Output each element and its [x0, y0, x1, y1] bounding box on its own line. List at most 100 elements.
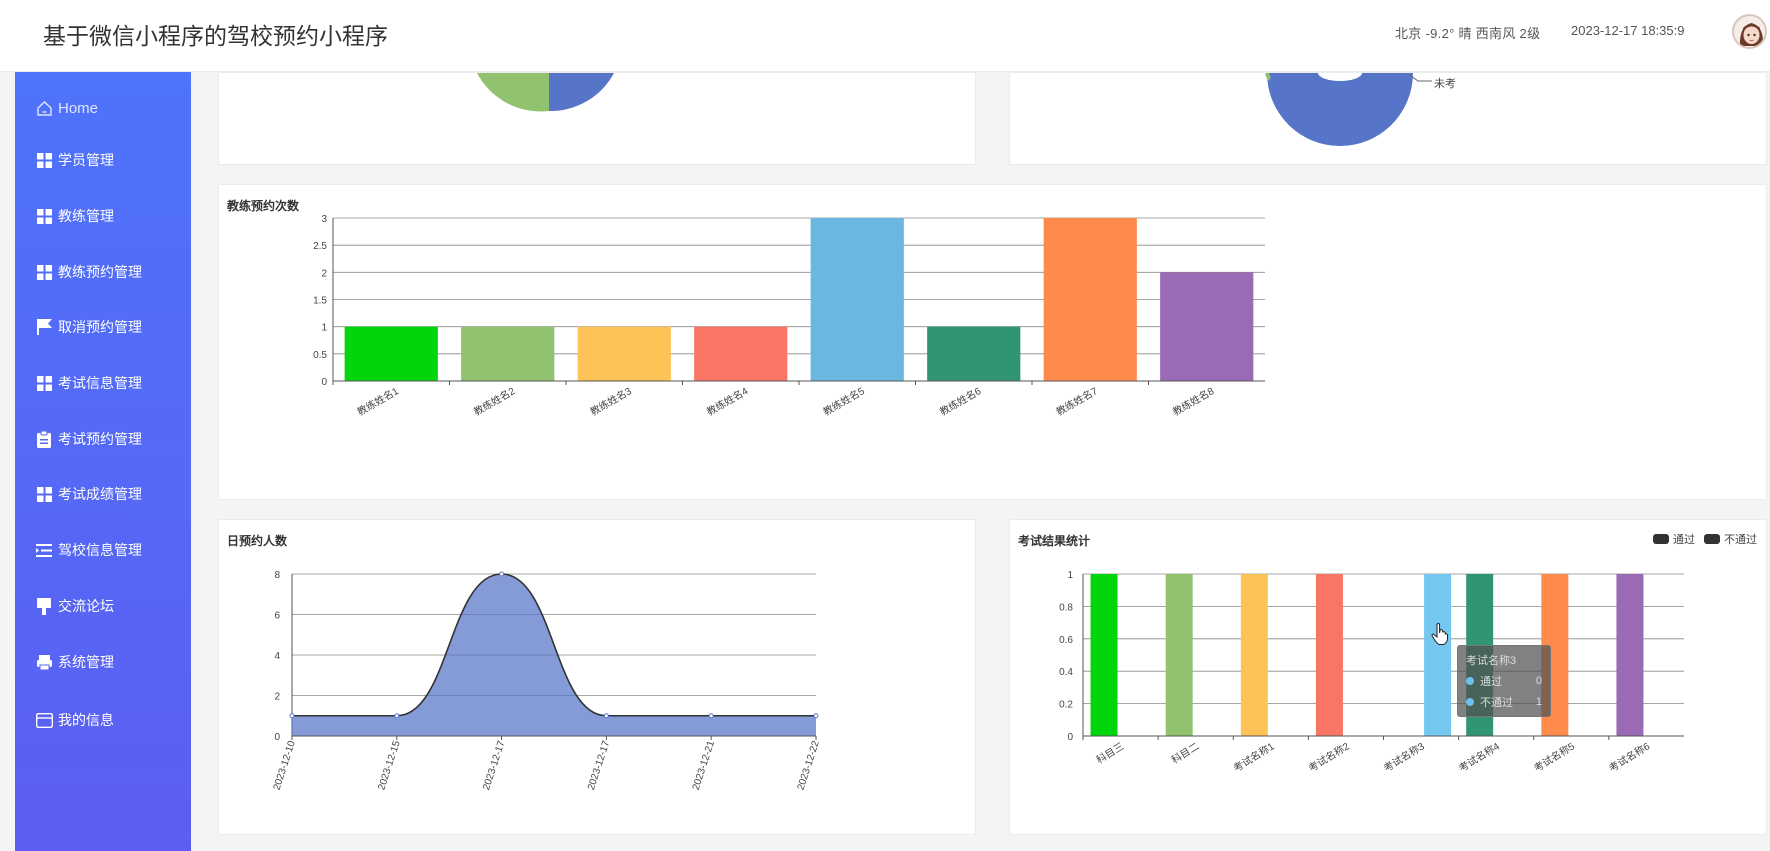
y-tick-label: 0.8 — [1059, 602, 1073, 613]
sidebar-item-exam-booking[interactable]: 考试预约管理 — [35, 429, 142, 449]
x-tick-label: 考试名称3 — [1381, 739, 1427, 774]
chart-title: 考试结果统计 — [1018, 534, 1091, 548]
data-point — [394, 713, 400, 719]
clipboard-icon — [35, 430, 53, 448]
pie-label: 未考 — [1434, 78, 1456, 90]
y-tick-label: 1 — [321, 323, 327, 334]
legend-swatch — [1704, 534, 1720, 544]
grid-icon — [35, 151, 53, 169]
sidebar-item-label: Home — [58, 99, 99, 117]
x-tick-label: 2023-12-17 — [586, 739, 612, 791]
tooltip-title: 考试名称3 — [1466, 655, 1517, 667]
pie-slice — [477, 73, 549, 112]
sidebar-item-exam-info[interactable]: 考试信息管理 — [35, 373, 142, 393]
bar-fail — [1424, 574, 1452, 736]
x-tick-label: 教练姓名5 — [821, 384, 867, 418]
data-point — [708, 713, 714, 719]
data-point — [813, 713, 819, 719]
sidebar-item-school-info[interactable]: 驾校信息管理 — [35, 540, 142, 560]
x-tick-label: 教练姓名8 — [1170, 384, 1216, 418]
sidebar-item-coach-booking[interactable]: 教练预约管理 — [35, 262, 142, 282]
pie-chart-right — [1265, 73, 1432, 146]
grid-icon — [35, 263, 53, 281]
x-tick-label: 科目三 — [1094, 740, 1126, 767]
x-tick-label: 教练姓名1 — [355, 384, 401, 418]
card-icon — [35, 711, 53, 729]
sidebar-item-exam-scores[interactable]: 考试成绩管理 — [35, 484, 142, 504]
sidebar-item-label: 系统管理 — [58, 654, 114, 670]
area-fill — [292, 574, 816, 736]
y-tick-label: 2 — [274, 692, 280, 703]
y-tick-label: 0.2 — [1059, 700, 1073, 711]
data-point — [603, 713, 609, 719]
avatar-image — [1734, 16, 1765, 47]
x-tick-label: 2023-12-22 — [796, 739, 822, 791]
x-tick-label: 教练姓名6 — [937, 384, 983, 418]
sidebar-item-label: 交流论坛 — [58, 598, 114, 614]
tooltip-value: 0 — [1535, 675, 1542, 687]
bar — [1043, 218, 1137, 381]
weather-info: 北京 -9.2° 晴 西南风 2级 — [1395, 26, 1541, 41]
coach-bookings-card: 教练预约次数 0 0.5 1 1.5 2 2.5 3 教练姓名1 教练姓名2 教练姓名3 教练姓名4… — [218, 184, 1767, 500]
exam-results-chart: 0 0.2 0.4 0.6 0.8 1 科目三 科目二 考试名称1 考试名称2 考试名称3 考试名称4… — [1059, 570, 1684, 775]
x-tick-label: 教练姓名4 — [704, 384, 750, 418]
chart-tooltip: 考试名称3 通过 0 不通过 1 — [1457, 645, 1551, 717]
chart-title: 日预约人数 — [227, 534, 288, 548]
y-tick-label: 3 — [321, 214, 327, 225]
y-tick-label: 8 — [274, 570, 280, 581]
y-tick-label: 0 — [1067, 732, 1073, 743]
x-tick-label: 科目二 — [1169, 740, 1201, 767]
sidebar-item-label: 考试预约管理 — [58, 431, 142, 447]
bar-pass — [1090, 574, 1118, 736]
data-point — [289, 713, 295, 719]
y-tick-label: 1 — [1067, 570, 1073, 581]
sidebar-item-cancel-booking[interactable]: 取消预约管理 — [35, 317, 142, 337]
tooltip-label: 通过 — [1480, 676, 1502, 688]
sidebar-item-home[interactable]: Home — [35, 99, 98, 117]
sidebar-item-coaches[interactable]: 教练管理 — [35, 206, 114, 226]
y-tick-label: 0 — [321, 377, 327, 388]
sidebar-item-label: 取消预约管理 — [58, 319, 142, 335]
bar-pass — [1240, 574, 1268, 736]
hand-cursor-icon — [1431, 623, 1448, 645]
tooltip-label: 不通过 — [1480, 697, 1513, 709]
grid-icon — [35, 374, 53, 392]
legend-label: 不通过 — [1724, 534, 1757, 546]
bar — [577, 326, 671, 381]
tooltip-row: 不通过 1 — [1466, 694, 1542, 710]
tooltip-value: 1 — [1535, 696, 1542, 708]
brush-icon — [35, 597, 53, 615]
flag-icon — [35, 318, 53, 336]
daily-bookings-card: 日预约人数 0 2 4 6 8 2023-12-10 2023-12-15 2023-12-1… — [218, 519, 976, 835]
avatar[interactable] — [1732, 14, 1767, 49]
legend-item-fail[interactable]: 不通过 — [1704, 531, 1757, 547]
tooltip-dot — [1466, 677, 1474, 685]
x-tick-label: 教练姓名3 — [588, 384, 634, 418]
pie-hole — [1318, 73, 1362, 81]
legend-item-pass[interactable]: 通过 — [1653, 531, 1695, 547]
x-tick-label: 2023-12-15 — [376, 739, 402, 791]
bar — [344, 326, 438, 381]
sidebar-item-my-info[interactable]: 我的信息 — [35, 710, 114, 730]
pie-label-line — [1409, 74, 1432, 82]
pie-slice — [1265, 73, 1272, 81]
sidebar-item-students[interactable]: 学员管理 — [35, 150, 114, 170]
x-tick-label: 2023-12-10 — [272, 739, 298, 791]
bar — [1160, 272, 1254, 381]
app-title: 基于微信小程序的驾校预约小程序 — [43, 23, 388, 49]
sidebar-item-system[interactable]: 系统管理 — [35, 652, 114, 672]
pie-card-right: 未考 — [1009, 72, 1767, 165]
bar-pass — [1616, 574, 1644, 736]
x-tick-label: 教练姓名7 — [1054, 384, 1100, 418]
bar — [810, 218, 904, 381]
x-tick-label: 考试名称1 — [1231, 739, 1277, 774]
top-bar: 基于微信小程序的驾校预约小程序 北京 -9.2° 晴 西南风 2级 2023-1… — [0, 0, 1770, 72]
tooltip-row: 通过 0 — [1466, 673, 1542, 689]
y-tick-label: 6 — [274, 611, 280, 622]
list-icon — [35, 541, 53, 559]
sidebar-item-forum[interactable]: 交流论坛 — [35, 596, 114, 616]
grid-icon — [35, 485, 53, 503]
pie-slice — [1267, 73, 1413, 146]
y-tick-label: 2 — [321, 268, 327, 279]
grid-icon — [35, 207, 53, 225]
